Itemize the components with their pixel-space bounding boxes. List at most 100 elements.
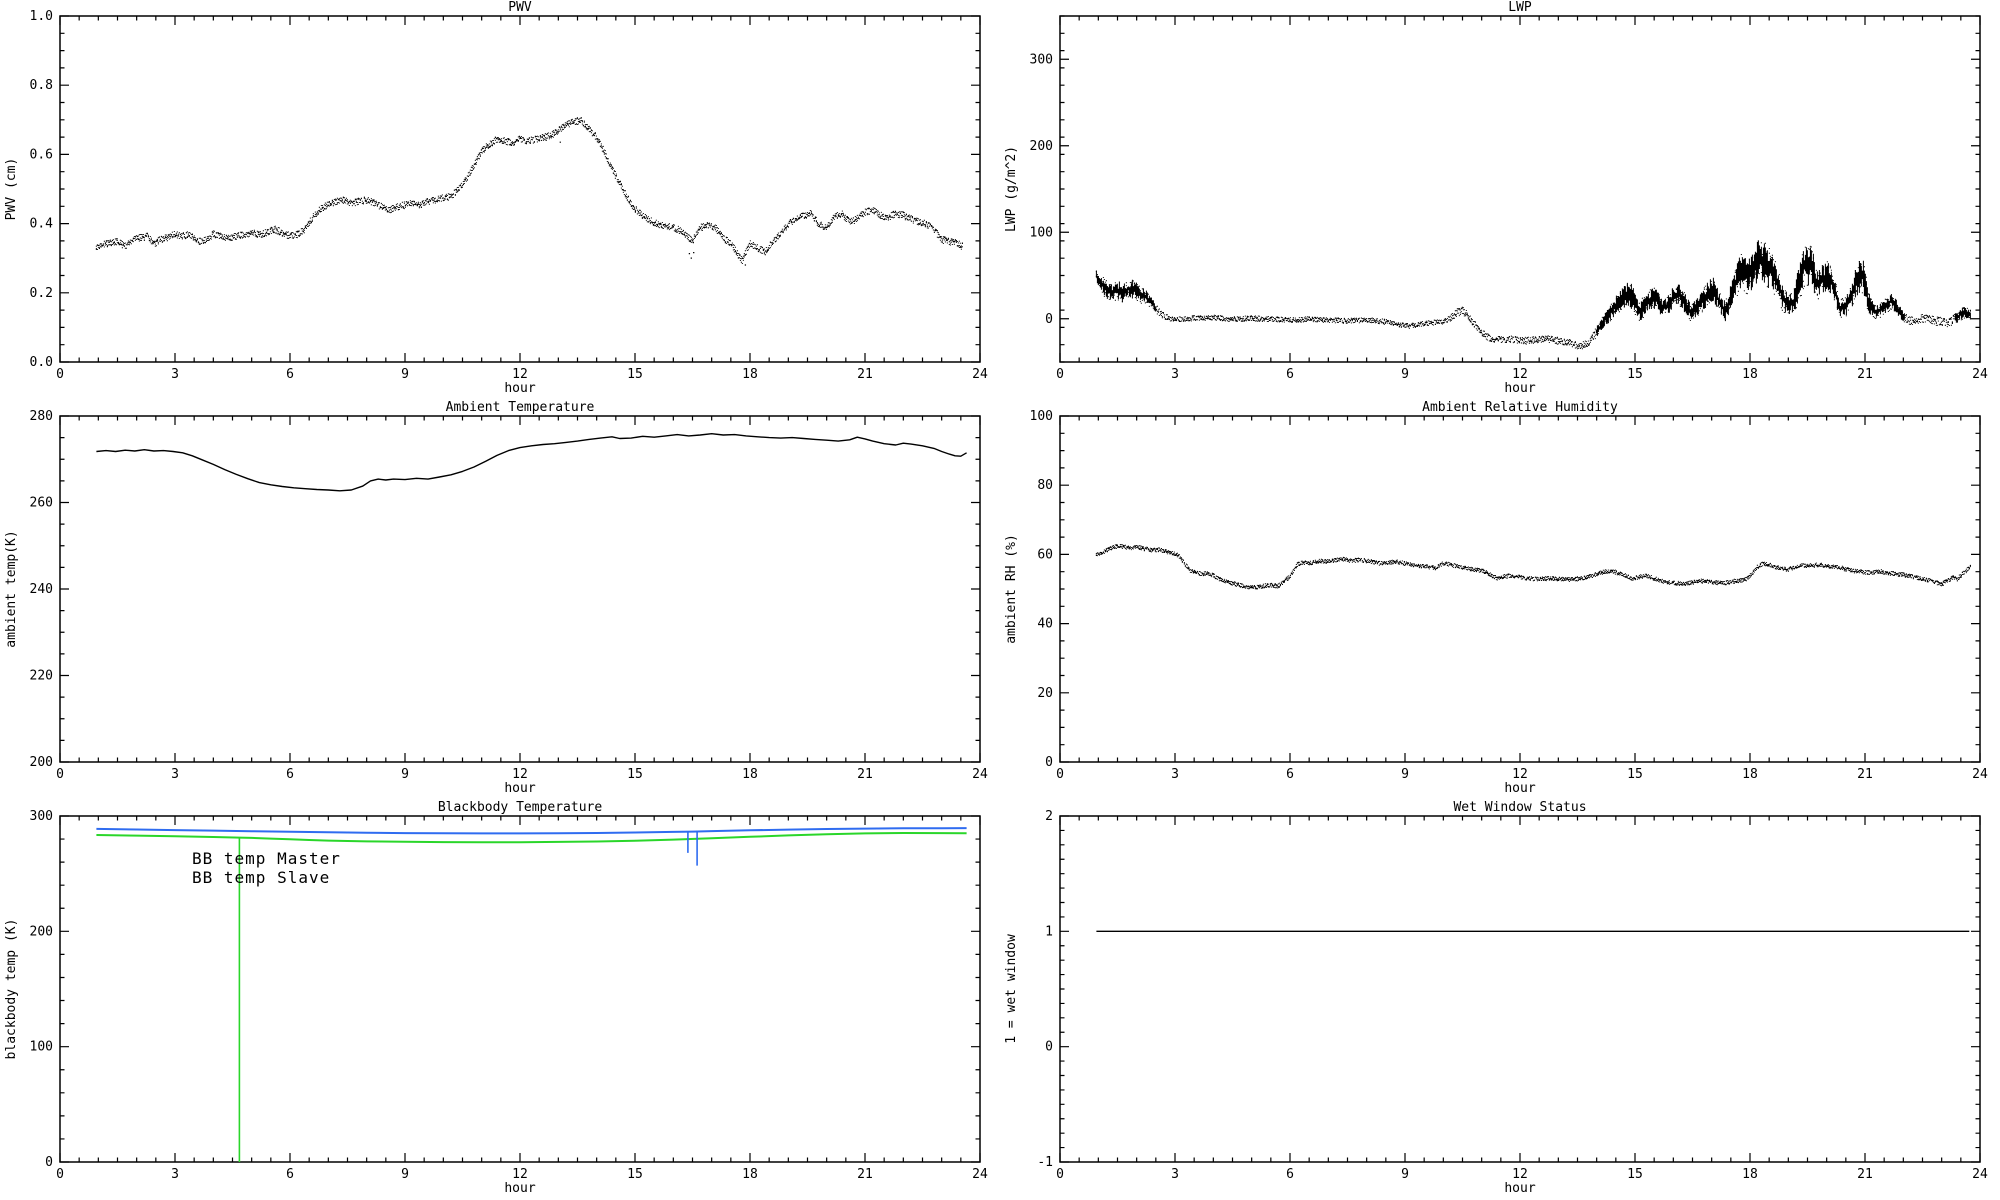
svg-text:0: 0 bbox=[1056, 367, 1064, 382]
ambient-relative-humidity-chart: Ambient Relative Humidity hour ambient R… bbox=[1004, 400, 1988, 796]
svg-text:100: 100 bbox=[30, 1040, 53, 1055]
svg-text:0.4: 0.4 bbox=[30, 217, 54, 232]
svg-text:9: 9 bbox=[401, 1167, 409, 1182]
svg-text:6: 6 bbox=[286, 767, 294, 782]
svg-text:15: 15 bbox=[627, 1167, 643, 1182]
svg-text:0: 0 bbox=[56, 1167, 64, 1182]
svg-text:18: 18 bbox=[1742, 1167, 1758, 1182]
svg-text:21: 21 bbox=[857, 367, 873, 382]
wet-window-xaxis-label: hour bbox=[1504, 1181, 1535, 1196]
pwv-yaxis-label: PWV (cm) bbox=[4, 158, 19, 221]
panel-ambient-temperature: Ambient Temperature hour ambient temp(K)… bbox=[0, 400, 1000, 800]
svg-text:300: 300 bbox=[30, 809, 53, 824]
blackbody-xaxis-label: hour bbox=[504, 1181, 535, 1196]
svg-text:9: 9 bbox=[1401, 367, 1409, 382]
svg-text:21: 21 bbox=[857, 767, 873, 782]
ambient-rh-title: Ambient Relative Humidity bbox=[1422, 400, 1618, 415]
svg-text:200: 200 bbox=[1030, 139, 1053, 154]
svg-text:6: 6 bbox=[1286, 767, 1294, 782]
svg-text:18: 18 bbox=[742, 1167, 758, 1182]
wet-window-yaxis-label: 1 = wet window bbox=[1004, 934, 1019, 1044]
wet-window-status-chart: Wet Window Status hour 1 = wet window 0 3… bbox=[1004, 800, 1988, 1196]
svg-text:0.2: 0.2 bbox=[30, 286, 53, 301]
svg-text:12: 12 bbox=[1512, 367, 1528, 382]
lwp-title: LWP bbox=[1508, 0, 1532, 15]
svg-text:12: 12 bbox=[512, 367, 528, 382]
svg-text:0: 0 bbox=[1045, 755, 1053, 770]
ambient-temperature-title: Ambient Temperature bbox=[446, 400, 595, 415]
panel-lwp: LWP hour LWP (g/m^2) 0 3 6 9 12 15 18 21 24 0 100 2… bbox=[1000, 0, 2000, 400]
legend-bb-temp-master: BB temp Master bbox=[192, 849, 341, 868]
svg-text:24: 24 bbox=[972, 367, 988, 382]
ambient-temperature-yaxis-label: ambient temp(K) bbox=[4, 530, 19, 647]
svg-text:-1: -1 bbox=[1037, 1155, 1053, 1170]
svg-text:0.6: 0.6 bbox=[30, 147, 53, 162]
svg-text:18: 18 bbox=[1742, 367, 1758, 382]
legend-bb-temp-slave: BB temp Slave bbox=[192, 868, 330, 887]
svg-text:15: 15 bbox=[627, 367, 643, 382]
svg-text:0: 0 bbox=[1056, 1167, 1064, 1182]
lwp-yaxis-label: LWP (g/m^2) bbox=[1004, 146, 1019, 232]
svg-text:0.0: 0.0 bbox=[30, 355, 53, 370]
svg-text:6: 6 bbox=[1286, 1167, 1294, 1182]
svg-text:100: 100 bbox=[1030, 225, 1053, 240]
svg-text:21: 21 bbox=[1857, 1167, 1873, 1182]
svg-text:0: 0 bbox=[56, 767, 64, 782]
svg-text:9: 9 bbox=[1401, 767, 1409, 782]
svg-text:24: 24 bbox=[972, 1167, 988, 1182]
svg-text:9: 9 bbox=[1401, 1167, 1409, 1182]
svg-text:220: 220 bbox=[30, 669, 53, 684]
svg-text:200: 200 bbox=[30, 924, 53, 939]
svg-text:15: 15 bbox=[1627, 367, 1643, 382]
svg-text:0.8: 0.8 bbox=[30, 78, 53, 93]
blackbody-yaxis-label: blackbody temp (K) bbox=[4, 919, 19, 1060]
svg-text:60: 60 bbox=[1037, 547, 1053, 562]
blackbody-temperature-chart: Blackbody Temperature hour blackbody tem… bbox=[4, 800, 988, 1196]
svg-text:6: 6 bbox=[286, 1167, 294, 1182]
svg-text:100: 100 bbox=[1030, 409, 1053, 424]
ambient-temperature-chart: Ambient Temperature hour ambient temp(K)… bbox=[4, 400, 988, 796]
svg-text:21: 21 bbox=[857, 1167, 873, 1182]
svg-text:1: 1 bbox=[1045, 924, 1053, 939]
svg-text:9: 9 bbox=[401, 767, 409, 782]
svg-text:40: 40 bbox=[1037, 617, 1053, 632]
svg-text:0: 0 bbox=[1045, 1040, 1053, 1055]
svg-text:9: 9 bbox=[401, 367, 409, 382]
lwp-chart: LWP hour LWP (g/m^2) 0 3 6 9 12 15 18 21 24 0 100 2… bbox=[1004, 0, 1988, 396]
svg-text:21: 21 bbox=[1857, 367, 1873, 382]
ambient-rh-yaxis-label: ambient RH (%) bbox=[1004, 534, 1019, 644]
svg-text:3: 3 bbox=[171, 367, 179, 382]
blackbody-title: Blackbody Temperature bbox=[438, 800, 603, 815]
svg-text:15: 15 bbox=[1627, 1167, 1643, 1182]
svg-text:3: 3 bbox=[171, 1167, 179, 1182]
pwv-xaxis-label: hour bbox=[504, 381, 535, 396]
svg-text:1.0: 1.0 bbox=[30, 9, 53, 24]
svg-text:12: 12 bbox=[1512, 1167, 1528, 1182]
svg-text:20: 20 bbox=[1037, 686, 1053, 701]
svg-text:3: 3 bbox=[1171, 1167, 1179, 1182]
ambient-temperature-xaxis-label: hour bbox=[504, 781, 535, 796]
svg-text:24: 24 bbox=[1972, 1167, 1988, 1182]
svg-text:15: 15 bbox=[1627, 767, 1643, 782]
svg-text:80: 80 bbox=[1037, 478, 1053, 493]
svg-text:240: 240 bbox=[30, 582, 53, 597]
pwv-title: PWV bbox=[508, 0, 532, 15]
panel-pwv: PWV hour PWV (cm) 0 3 6 9 12 15 18 21 24 0.0 0.2 0.… bbox=[0, 0, 1000, 400]
panel-blackbody-temperature: Blackbody Temperature hour blackbody tem… bbox=[0, 800, 1000, 1200]
svg-text:3: 3 bbox=[1171, 767, 1179, 782]
svg-text:18: 18 bbox=[742, 367, 758, 382]
svg-text:12: 12 bbox=[512, 767, 528, 782]
wet-window-title: Wet Window Status bbox=[1453, 800, 1586, 815]
svg-text:6: 6 bbox=[1286, 367, 1294, 382]
svg-text:0: 0 bbox=[45, 1155, 53, 1170]
svg-text:200: 200 bbox=[30, 755, 53, 770]
svg-text:18: 18 bbox=[1742, 767, 1758, 782]
svg-text:300: 300 bbox=[1030, 52, 1053, 67]
panel-wet-window-status: Wet Window Status hour 1 = wet window 0 3… bbox=[1000, 800, 2000, 1200]
svg-text:21: 21 bbox=[1857, 767, 1873, 782]
svg-text:24: 24 bbox=[1972, 367, 1988, 382]
svg-text:2: 2 bbox=[1045, 809, 1053, 824]
svg-text:260: 260 bbox=[30, 496, 53, 511]
pwv-chart: PWV hour PWV (cm) 0 3 6 9 12 15 18 21 24 0.0 0.2 0.… bbox=[4, 0, 988, 396]
